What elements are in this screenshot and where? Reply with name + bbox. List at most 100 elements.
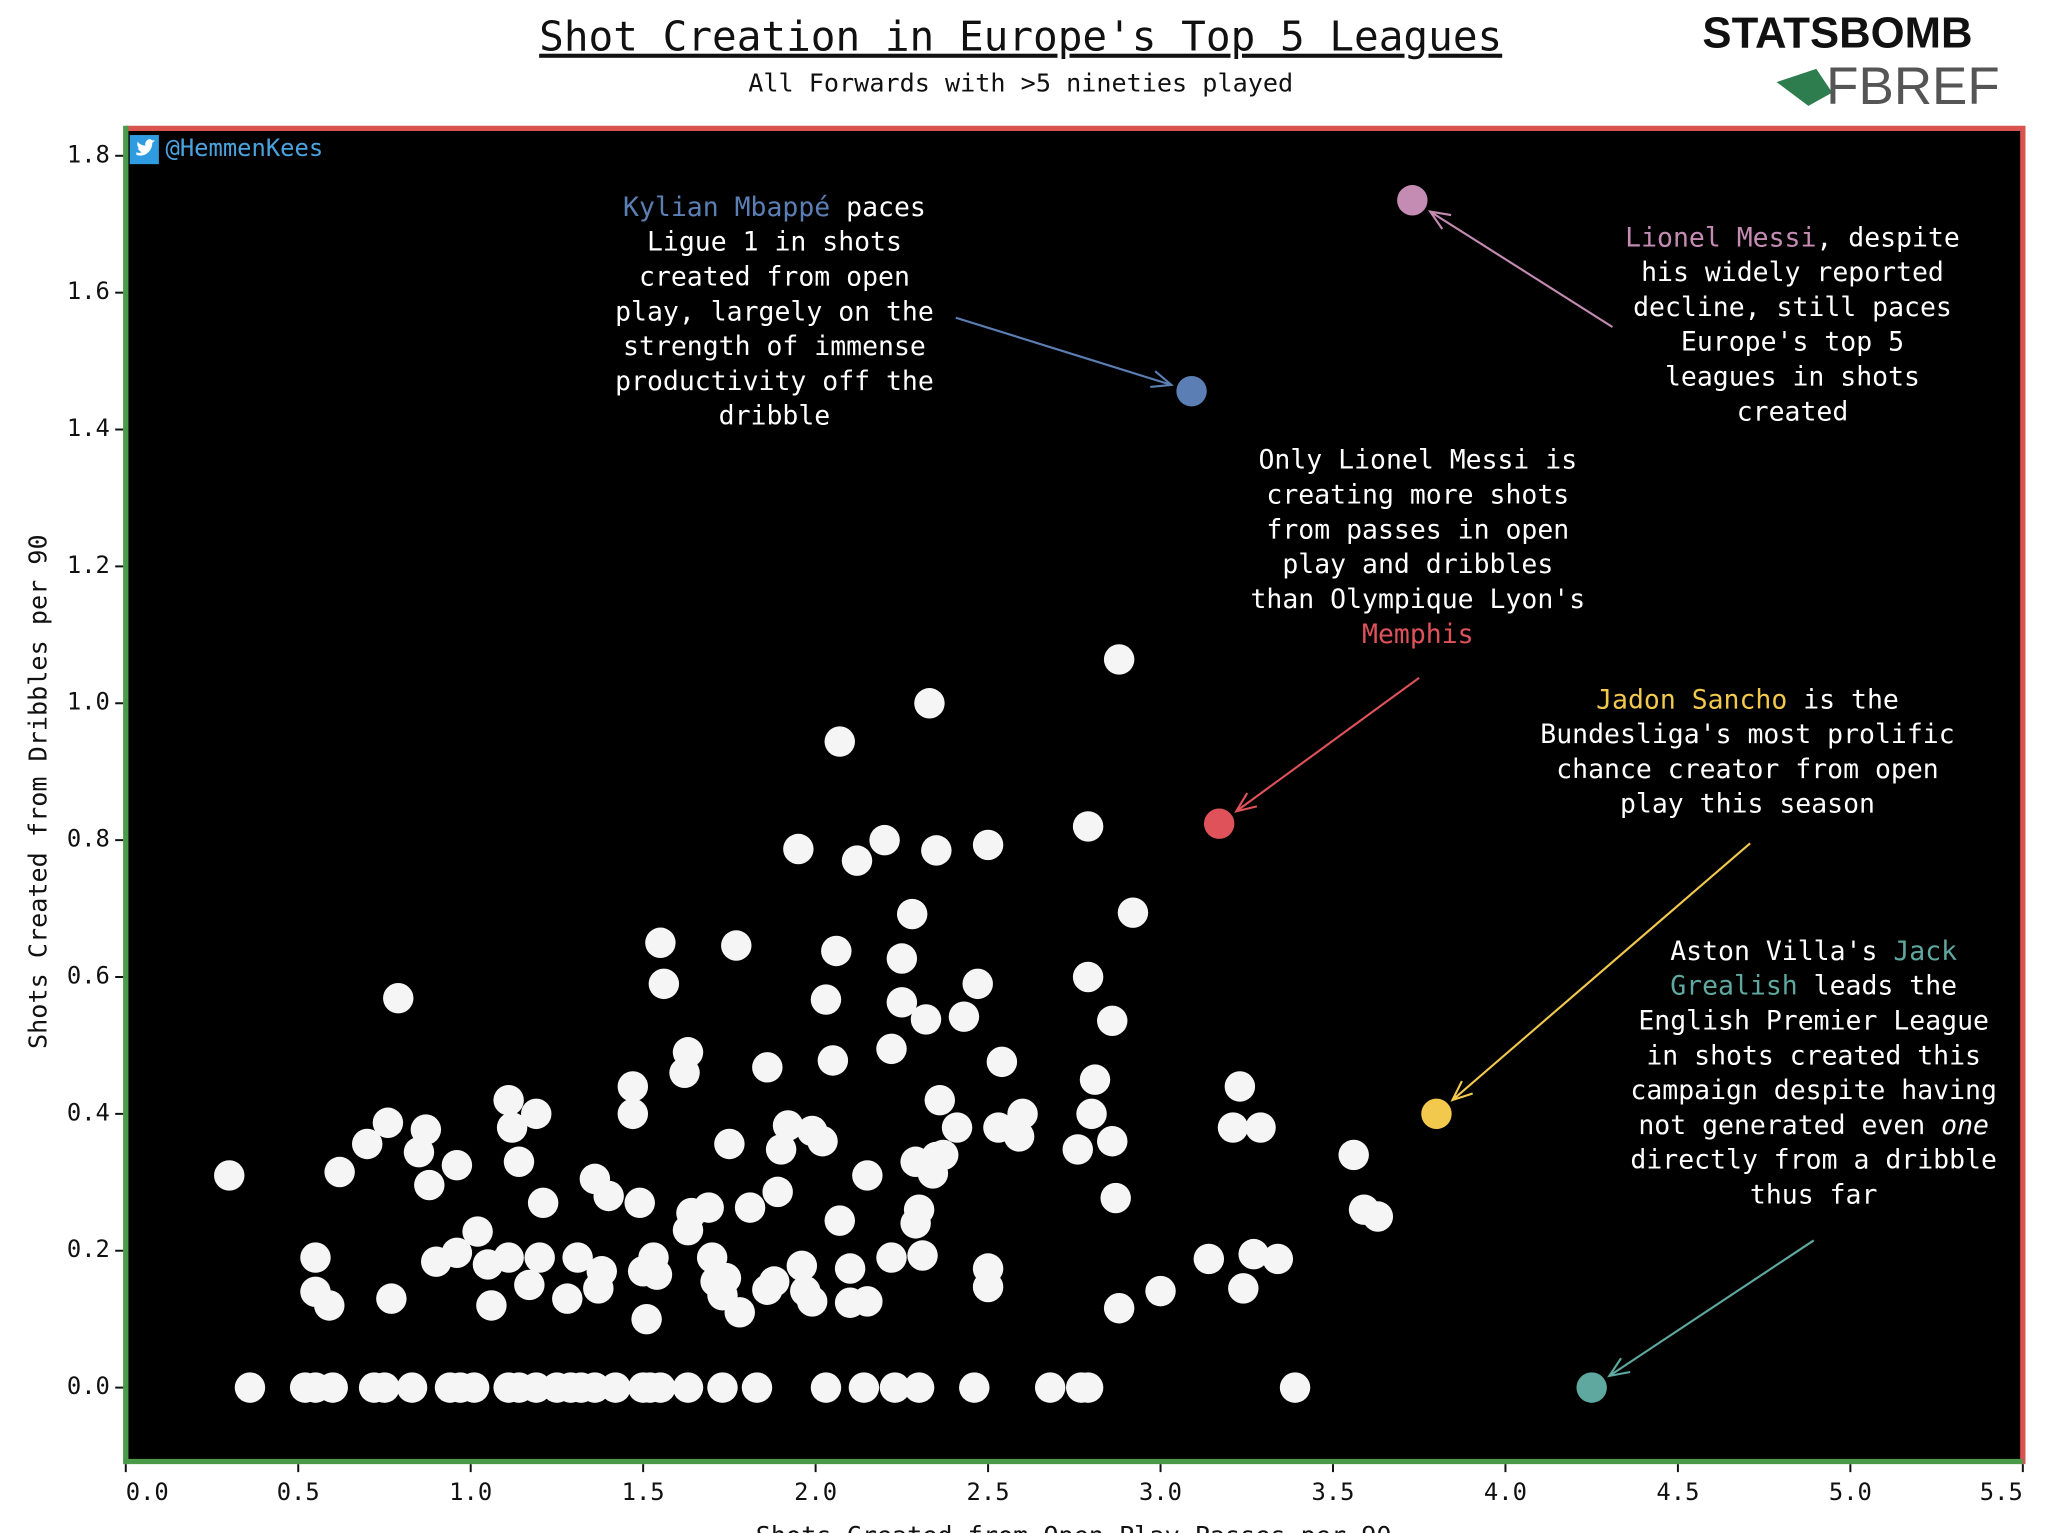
annotation-line: Europe's top 5 <box>1681 326 1904 357</box>
annotation-text: Memphis <box>1362 618 1474 649</box>
x-tick-label: 2.5 <box>967 1478 1010 1506</box>
point <box>300 1242 331 1273</box>
point <box>503 1146 535 1177</box>
annotation-text: , despite <box>1816 222 1959 253</box>
y-tick-label: 1.2 <box>67 551 110 579</box>
point <box>962 968 993 1000</box>
annotation-line: play this season <box>1620 788 1875 819</box>
point <box>772 1110 804 1141</box>
point <box>314 1290 345 1321</box>
annotation-line: Lionel Messi, despite <box>1625 222 1960 253</box>
point <box>903 1372 935 1403</box>
point <box>617 1071 649 1102</box>
annotation-line: leagues in shots <box>1665 361 1920 392</box>
point <box>921 835 952 866</box>
point <box>521 1098 552 1130</box>
point <box>645 927 676 959</box>
annotation-line: productivity off the <box>615 365 934 396</box>
point <box>841 845 873 876</box>
annotation-text: from passes in open <box>1266 514 1569 545</box>
y-axis-label: Shots Created from Dribbles per 90 <box>24 534 53 1049</box>
annotation-line: not generated even one <box>1638 1109 1989 1140</box>
annotation-line: decline, still paces <box>1633 291 1952 322</box>
point <box>414 1169 445 1201</box>
annotation-text: play, largely on the <box>615 296 934 327</box>
point <box>910 1004 942 1035</box>
annotation-line: created from open <box>639 261 910 292</box>
annotation-line: campaign despite having <box>1630 1075 1997 1106</box>
point <box>786 1250 818 1282</box>
y-tick-label: 1.0 <box>67 688 110 716</box>
y-tick-label: 1.8 <box>67 140 110 168</box>
annotation-line: Only Lionel Messi is <box>1258 444 1577 475</box>
point <box>462 1216 493 1247</box>
logo-fbref: FBREF <box>1826 57 2000 116</box>
point <box>1193 1243 1225 1275</box>
annotation-text: English Premier League <box>1638 1005 1989 1036</box>
point <box>672 1372 704 1403</box>
point <box>693 1192 724 1223</box>
point <box>1117 897 1149 928</box>
point <box>441 1237 473 1269</box>
x-tick-label: 3.5 <box>1311 1478 1354 1506</box>
annotation-text: paces <box>830 191 926 222</box>
annotation-line: Memphis <box>1362 618 1474 649</box>
point <box>317 1372 348 1403</box>
point <box>476 1290 507 1321</box>
point <box>441 1149 473 1181</box>
point <box>807 1126 838 1157</box>
annotation-text: not generated even <box>1638 1109 1941 1140</box>
annotation-line: Kylian Mbappé paces <box>623 191 926 222</box>
point <box>527 1187 559 1219</box>
x-tick-label: 5.0 <box>1829 1478 1872 1506</box>
point <box>810 1372 842 1403</box>
annotation-line: Ligue 1 in shots <box>647 226 902 257</box>
point <box>372 1107 404 1138</box>
point <box>1076 1098 1107 1130</box>
point <box>369 1372 400 1403</box>
arrow-head <box>1427 210 1452 230</box>
arrow-head <box>1150 370 1174 389</box>
point <box>876 1033 907 1065</box>
highlight-point <box>1203 808 1235 839</box>
point <box>724 1297 755 1328</box>
point <box>376 1283 407 1314</box>
annotation-arrow <box>1608 1239 1815 1377</box>
annotation-text: campaign despite having <box>1630 1075 1997 1106</box>
point <box>1007 1098 1038 1130</box>
annotation-text: Ligue 1 in shots <box>647 226 902 257</box>
y-tick-label: 0.8 <box>67 825 110 853</box>
point <box>869 824 900 856</box>
x-tick-label: 1.5 <box>622 1478 665 1506</box>
point <box>762 1176 793 1208</box>
point <box>1362 1201 1394 1232</box>
point <box>562 1242 593 1273</box>
point <box>914 688 945 719</box>
annotation-line: dribble <box>719 400 831 431</box>
y-tick-label: 1.6 <box>67 277 110 305</box>
point <box>1072 811 1104 842</box>
annotation-text: directly from a dribble <box>1630 1144 1997 1175</box>
point <box>896 898 928 930</box>
point <box>1100 1182 1131 1214</box>
point <box>986 1046 1018 1078</box>
annotation-text: Jadon Sancho <box>1596 684 1787 715</box>
annotation-arrow <box>1451 842 1751 1101</box>
annotation-line: chance creator from open <box>1556 753 1938 784</box>
point <box>928 1139 959 1171</box>
twitter-handle: @HemmenKees <box>165 134 323 162</box>
twitter-bird <box>136 139 155 156</box>
x-tick-label: 4.0 <box>1484 1478 1527 1506</box>
point <box>924 1084 956 1116</box>
point <box>631 1303 662 1335</box>
annotation-line: created <box>1737 396 1849 427</box>
point <box>383 982 414 1014</box>
annotation-text: one <box>1941 1109 1989 1140</box>
annotation-text: chance creator from open <box>1556 753 1938 784</box>
logo-statsbomb: STATSBOMB <box>1702 8 1972 57</box>
point <box>410 1114 442 1145</box>
annotation-line: his widely reported <box>1641 257 1944 288</box>
point <box>879 1372 911 1403</box>
point <box>741 1372 773 1403</box>
